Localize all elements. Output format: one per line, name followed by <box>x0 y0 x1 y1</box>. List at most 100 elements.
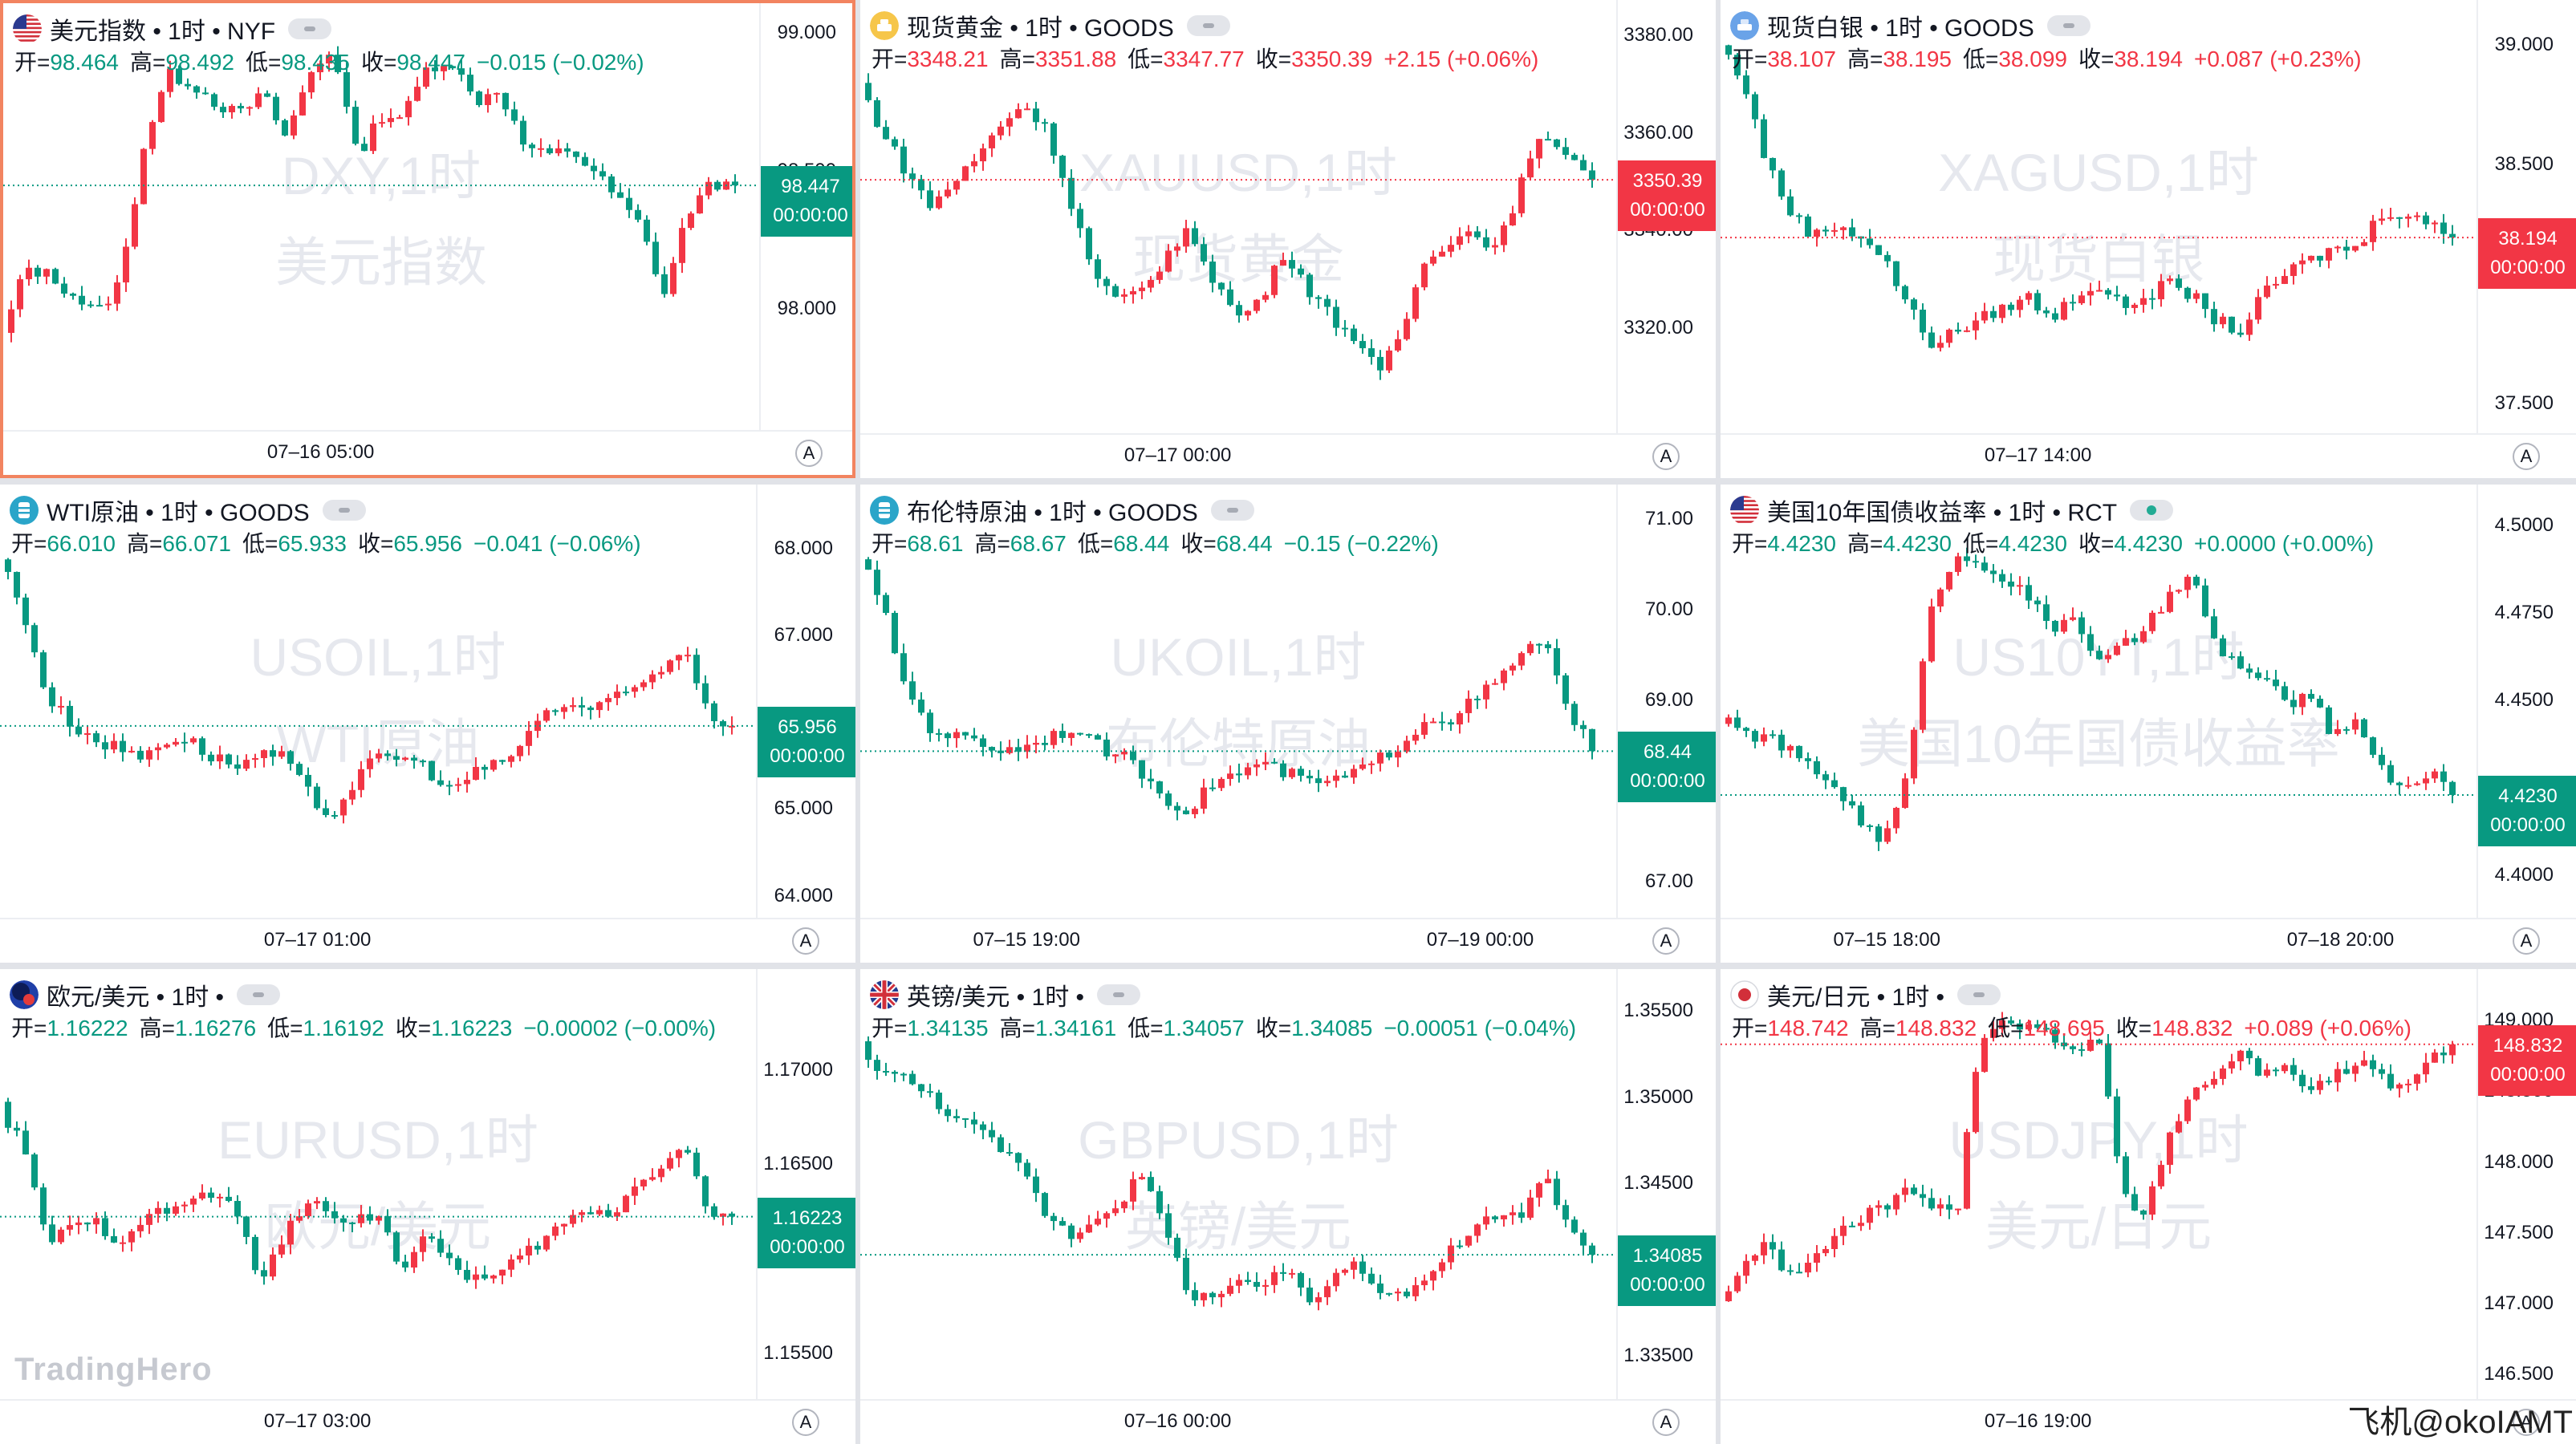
auto-scale-button[interactable]: A <box>2513 443 2540 470</box>
symbol-header[interactable]: 现货黄金 • 1时 • GOODS <box>870 8 1230 43</box>
collapse-toggle-icon[interactable] <box>1210 500 1254 521</box>
chart-panel-ukoil[interactable]: UKOIL,1时 布伦特原油 布伦特原油 • 1时 • GOODS 开=68.61 高=… <box>860 485 1716 963</box>
auto-scale-button[interactable]: A <box>792 1409 819 1436</box>
symbol-title[interactable]: 美元指数 • 1时 • NYF <box>50 18 276 45</box>
collapse-toggle-icon[interactable] <box>322 500 366 521</box>
candlestick-chart[interactable] <box>1721 485 2476 919</box>
symbol-header[interactable]: 美元/日元 • 1时 • <box>1730 977 2001 1012</box>
auto-scale-button[interactable]: A <box>792 927 819 955</box>
chart-panel-usdjpy[interactable]: USDJPY,1时 美元/日元 美元/日元 • 1时 • 开=148.742 高=148… <box>1721 969 2576 1444</box>
candle <box>58 696 64 715</box>
symbol-header[interactable]: 布伦特原油 • 1时 • GOODS <box>870 493 1254 528</box>
close-value: 148.832 <box>2151 1016 2233 1040</box>
auto-scale-button[interactable]: A <box>795 440 823 467</box>
chart-panel-dxy[interactable]: DXY,1时 美元指数 美元指数 • 1时 • NYF 开=98.464 高=98.49… <box>0 0 855 478</box>
price-axis[interactable]: 1.17000 1.16500 1.15500 1.16223 00:00:00 <box>756 969 855 1401</box>
candle <box>1509 205 1516 226</box>
auto-scale-button[interactable]: A <box>2513 1409 2540 1436</box>
price-axis[interactable]: 3380.003360.003340.003320.003350.3900:00… <box>1616 0 1716 435</box>
symbol-header[interactable]: 美国10年国债收益率 • 1时 • RCT <box>1730 493 2174 528</box>
collapse-toggle-icon[interactable] <box>288 18 332 39</box>
candlestick-chart[interactable] <box>3 3 759 438</box>
candle <box>2326 1077 2332 1085</box>
symbol-title[interactable]: 布伦特原油 • 1时 • GOODS <box>907 500 1198 526</box>
symbol-title[interactable]: 欧元/美元 • 1时 • <box>47 984 225 1011</box>
symbol-title[interactable]: 美元/日元 • 1时 • <box>1767 984 1945 1011</box>
symbol-title[interactable]: 现货白银 • 1时 • GOODS <box>1767 15 2034 42</box>
collapse-toggle-icon[interactable] <box>1957 984 2001 1005</box>
candlestick-chart[interactable] <box>1721 0 2476 435</box>
candlestick-chart[interactable] <box>0 969 756 1401</box>
candle <box>1174 801 1180 821</box>
collapse-toggle-icon[interactable] <box>2046 15 2090 36</box>
auto-scale-button[interactable]: A <box>2513 927 2540 955</box>
candle <box>2114 1089 2120 1163</box>
auto-scale-button[interactable]: A <box>1652 443 1680 470</box>
time-axis[interactable]: 07–15 19:00 07–19 00:00 A <box>860 918 1716 963</box>
price-axis[interactable]: 39.000 38.500 37.500 38.194 00:00:00 <box>2476 0 2576 435</box>
candlestick-chart[interactable] <box>1721 969 2476 1401</box>
candle <box>455 777 461 792</box>
time-axis[interactable]: 07–15 18:00 07–18 20:00 A <box>1721 918 2576 963</box>
candle <box>1368 1267 1375 1285</box>
symbol-title[interactable]: 英镑/美元 • 1时 • <box>907 984 1085 1011</box>
candle <box>2370 1054 2376 1077</box>
chart-panel-usoil[interactable]: USOIL,1时 WTI原油 WTI原油 • 1时 • GOODS 开=66.010 高… <box>0 485 855 963</box>
candle <box>2211 1071 2217 1089</box>
candle <box>367 750 373 778</box>
chart-panel-xau[interactable]: XAUUSD,1时 现货黄金 现货黄金 • 1时 • GOODS 开=3348.21 高… <box>860 0 1716 478</box>
symbol-header[interactable]: WTI原油 • 1时 • GOODS <box>10 493 366 528</box>
candlestick-chart[interactable] <box>860 0 1616 435</box>
candle <box>358 761 364 797</box>
chart-panel-us10y[interactable]: US10YT,1时美国10年国债收益率美国10年国债收益率 • 1时 • RCT… <box>1721 485 2576 963</box>
candlestick-chart[interactable] <box>860 969 1616 1401</box>
price-axis[interactable]: 149.000148.500148.000147.500147.000146.5… <box>2476 969 2576 1401</box>
chart-panel-xag[interactable]: XAGUSD,1时 现货白银 现货白银 • 1时 • GOODS 开=38.107 高=… <box>1721 0 2576 478</box>
market-status-icon[interactable] <box>2130 500 2174 521</box>
time-axis[interactable]: 07–17 14:00 A <box>1721 433 2576 478</box>
time-axis[interactable]: 07–17 03:00 A <box>0 1399 855 1444</box>
candle <box>1518 651 1525 671</box>
collapse-toggle-icon[interactable] <box>1097 984 1141 1005</box>
collapse-toggle-icon[interactable] <box>1186 15 1230 36</box>
candlestick-chart[interactable] <box>860 485 1616 919</box>
candle <box>2343 1061 2350 1075</box>
candle <box>623 686 629 696</box>
candle <box>393 748 400 767</box>
time-axis[interactable]: 07–17 01:00 A <box>0 918 855 963</box>
price-axis[interactable]: 4.5000 4.4750 4.4500 4.4000 4.4230 00:00:00 <box>2476 485 2576 919</box>
price-axis[interactable]: 1.35500 1.35000 1.34500 1.33500 1.34085 00:00… <box>1616 969 1716 1401</box>
price-axis[interactable]: 71.00 70.00 69.00 67.00 68.44 00:00:00 <box>1616 485 1716 919</box>
time-axis[interactable]: 07–17 00:00 A <box>860 433 1716 478</box>
chart-panel-eurusd[interactable]: EURUSD,1时 欧元/美元 欧元/美元 • 1时 • 开=1.16222 高=1.1… <box>0 969 855 1444</box>
candle <box>446 1244 453 1266</box>
time-axis[interactable]: 07–16 05:00 A <box>3 430 852 475</box>
auto-scale-button[interactable]: A <box>1652 1409 1680 1436</box>
time-axis[interactable]: 07–16 19:00 A <box>1721 1399 2576 1444</box>
ohlc-legend: 开=68.61 高=68.67 低=68.44 收=68.44 −0.15 (−0.22… <box>872 526 1439 558</box>
candlestick-chart[interactable] <box>0 485 756 919</box>
symbol-title[interactable]: WTI原油 • 1时 • GOODS <box>47 500 310 526</box>
collapse-toggle-icon[interactable] <box>237 984 281 1005</box>
price-tick-label: 3380.00 <box>1623 24 1693 47</box>
chart-panel-gbpusd[interactable]: GBPUSD,1时 英镑/美元 英镑/美元 • 1时 • 开=1.34135 高=1.3… <box>860 969 1716 1444</box>
candle <box>997 1134 1004 1153</box>
auto-scale-button[interactable]: A <box>1652 927 1680 955</box>
candle <box>918 175 924 200</box>
candle <box>2184 286 2191 303</box>
candle <box>2396 1082 2403 1098</box>
candle <box>2264 1063 2270 1078</box>
candle <box>679 217 685 274</box>
symbol-header[interactable]: 现货白银 • 1时 • GOODS <box>1730 8 2090 43</box>
time-axis[interactable]: 07–16 00:00 A <box>860 1399 1716 1444</box>
price-tick-label: 67.000 <box>774 623 833 646</box>
symbol-header[interactable]: 英镑/美元 • 1时 • <box>870 977 1141 1012</box>
symbol-title[interactable]: 美国10年国债收益率 • 1时 • RCT <box>1767 500 2118 526</box>
symbol-title[interactable]: 现货黄金 • 1时 • GOODS <box>907 15 1174 42</box>
candle <box>1130 1171 1136 1211</box>
symbol-header[interactable]: 美元指数 • 1时 • NYF <box>13 11 332 47</box>
symbol-header[interactable]: 欧元/美元 • 1时 • <box>10 977 281 1012</box>
bar-countdown: 00:00:00 <box>1630 1274 1705 1296</box>
price-axis[interactable]: 68.000 67.000 65.000 64.000 65.956 00:00:00 <box>756 485 855 919</box>
